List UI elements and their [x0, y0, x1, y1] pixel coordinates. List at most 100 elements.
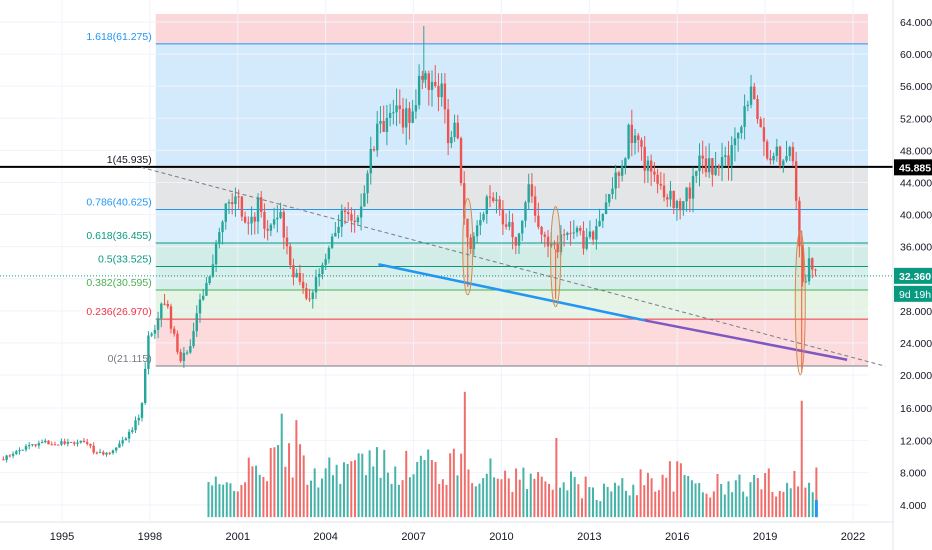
candle-body: [417, 75, 421, 106]
volume-bar: [467, 469, 470, 518]
volume-bar: [390, 483, 393, 518]
candle-body: [717, 166, 721, 169]
candle-body: [788, 146, 791, 157]
candle-body: [524, 202, 527, 221]
candle-body: [376, 123, 379, 151]
candle-body: [401, 108, 405, 128]
candle-body: [453, 122, 456, 138]
volume-bar: [441, 479, 444, 518]
volume-bar: [584, 476, 587, 518]
volume-bar: [471, 483, 474, 518]
volume-bar: [646, 472, 649, 518]
candle-body: [572, 232, 576, 234]
volume-bar: [639, 469, 642, 518]
volume-bar: [778, 490, 781, 518]
fib-zone-0: [155, 13, 868, 44]
volume-bar-current: [814, 500, 818, 518]
candle-body: [298, 272, 302, 282]
candle-body: [92, 445, 95, 453]
candle-body: [434, 81, 437, 86]
candle-body: [807, 258, 811, 282]
price-tick-label-14: 60.000: [900, 49, 932, 61]
time-axis[interactable]: 1995 1998 2001 2004 2007 2010 2013 2016 2019 2022: [0, 521, 893, 543]
volume-bar: [537, 472, 540, 518]
volume-bar: [478, 483, 481, 518]
candle-body: [546, 236, 550, 247]
candle-body: [495, 199, 498, 201]
ellipse-2: [794, 230, 806, 376]
volume-bar: [456, 475, 459, 518]
candle-body: [76, 442, 79, 444]
volume-bar: [617, 485, 620, 518]
candle-body: [44, 440, 47, 443]
candle-body: [640, 140, 643, 147]
volume-bar: [211, 485, 214, 518]
candle-body: [492, 197, 495, 201]
candle-body: [678, 200, 682, 211]
candle-body: [231, 202, 234, 205]
candle-body: [598, 220, 601, 227]
candle-body: [272, 219, 276, 225]
fib-label-7: 0(21.115): [108, 353, 152, 365]
time-tick-label-4: 2007: [401, 531, 425, 543]
candle-body: [569, 232, 572, 234]
volume-bar: [518, 479, 521, 518]
candle-body: [114, 447, 118, 451]
candle-body: [591, 231, 595, 240]
volume-bar: [613, 482, 616, 518]
volume-bar: [328, 457, 331, 518]
candle-body: [778, 146, 782, 166]
candle-body: [724, 155, 727, 157]
candle-body: [411, 111, 414, 123]
fib-label-4: 0.5(33.525): [98, 253, 152, 265]
time-tick-label-5: 2010: [489, 531, 513, 543]
volume-bar: [244, 482, 247, 518]
candle-body: [701, 155, 704, 159]
candle-body: [21, 449, 24, 451]
price-tick-label-5: 24.000: [900, 338, 932, 350]
candle-body: [285, 237, 289, 247]
candle-body: [56, 444, 60, 446]
fib-zones: [155, 13, 868, 367]
volume-bar: [401, 480, 404, 518]
price-tick-label-1: 8.000: [900, 468, 926, 480]
candle-body: [5, 455, 8, 460]
volume-bar: [310, 480, 313, 518]
candle-body: [756, 99, 759, 120]
candle-body: [479, 220, 482, 226]
volume-bar: [233, 491, 236, 518]
candle-body: [334, 232, 337, 237]
candle-body: [308, 298, 311, 300]
candle-body: [646, 160, 650, 171]
candle-body: [269, 224, 273, 231]
volume-bar: [797, 486, 800, 518]
countdown-badge-bg: [894, 285, 932, 302]
price-tick-label-15: 64.000: [900, 17, 932, 29]
candle-body: [704, 158, 708, 173]
volume-bar: [353, 460, 356, 518]
volume-bar: [577, 484, 580, 518]
volume-bar: [668, 461, 671, 518]
volume-bar: [529, 473, 532, 518]
volume-bar: [346, 463, 349, 518]
volume-bar: [533, 478, 536, 518]
volume-bar: [262, 477, 265, 518]
candle-body: [562, 234, 566, 236]
candle-body: [727, 155, 730, 166]
volume-bar: [416, 461, 419, 518]
price-axis[interactable]: 4.000 8.000 12.000 16.000 20.000 24.000 28.000…: [892, 0, 932, 550]
volume-bar: [240, 485, 243, 518]
candle-body: [753, 86, 756, 100]
volume-bar: [683, 475, 686, 518]
volume-bar: [775, 496, 778, 518]
candle-body: [69, 441, 73, 443]
volume-bar: [445, 484, 448, 518]
volume-bar: [449, 453, 452, 518]
candle-body: [98, 452, 102, 454]
candle-body: [485, 196, 488, 215]
volume-bar: [438, 483, 441, 518]
ellipse-0: [462, 198, 474, 296]
candle-body: [740, 126, 743, 134]
volume-bar: [734, 480, 737, 518]
